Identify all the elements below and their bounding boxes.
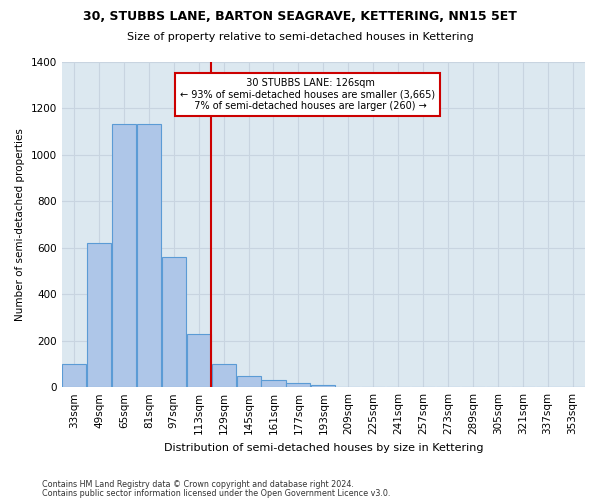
Bar xyxy=(112,124,136,387)
Bar xyxy=(236,376,260,387)
Text: Size of property relative to semi-detached houses in Kettering: Size of property relative to semi-detach… xyxy=(127,32,473,42)
Bar xyxy=(137,124,161,387)
X-axis label: Distribution of semi-detached houses by size in Kettering: Distribution of semi-detached houses by … xyxy=(164,442,483,452)
Bar xyxy=(87,243,111,387)
Bar xyxy=(311,385,335,387)
Bar xyxy=(62,364,86,387)
Y-axis label: Number of semi-detached properties: Number of semi-detached properties xyxy=(15,128,25,321)
Bar xyxy=(212,364,236,387)
Bar xyxy=(187,334,211,387)
Bar xyxy=(286,382,310,387)
Text: Contains HM Land Registry data © Crown copyright and database right 2024.: Contains HM Land Registry data © Crown c… xyxy=(42,480,354,489)
Bar xyxy=(262,380,286,387)
Bar xyxy=(162,257,186,387)
Text: 30, STUBBS LANE, BARTON SEAGRAVE, KETTERING, NN15 5ET: 30, STUBBS LANE, BARTON SEAGRAVE, KETTER… xyxy=(83,10,517,23)
Text: 30 STUBBS LANE: 126sqm
← 93% of semi-detached houses are smaller (3,665)
  7% of: 30 STUBBS LANE: 126sqm ← 93% of semi-det… xyxy=(180,78,435,111)
Text: Contains public sector information licensed under the Open Government Licence v3: Contains public sector information licen… xyxy=(42,490,391,498)
